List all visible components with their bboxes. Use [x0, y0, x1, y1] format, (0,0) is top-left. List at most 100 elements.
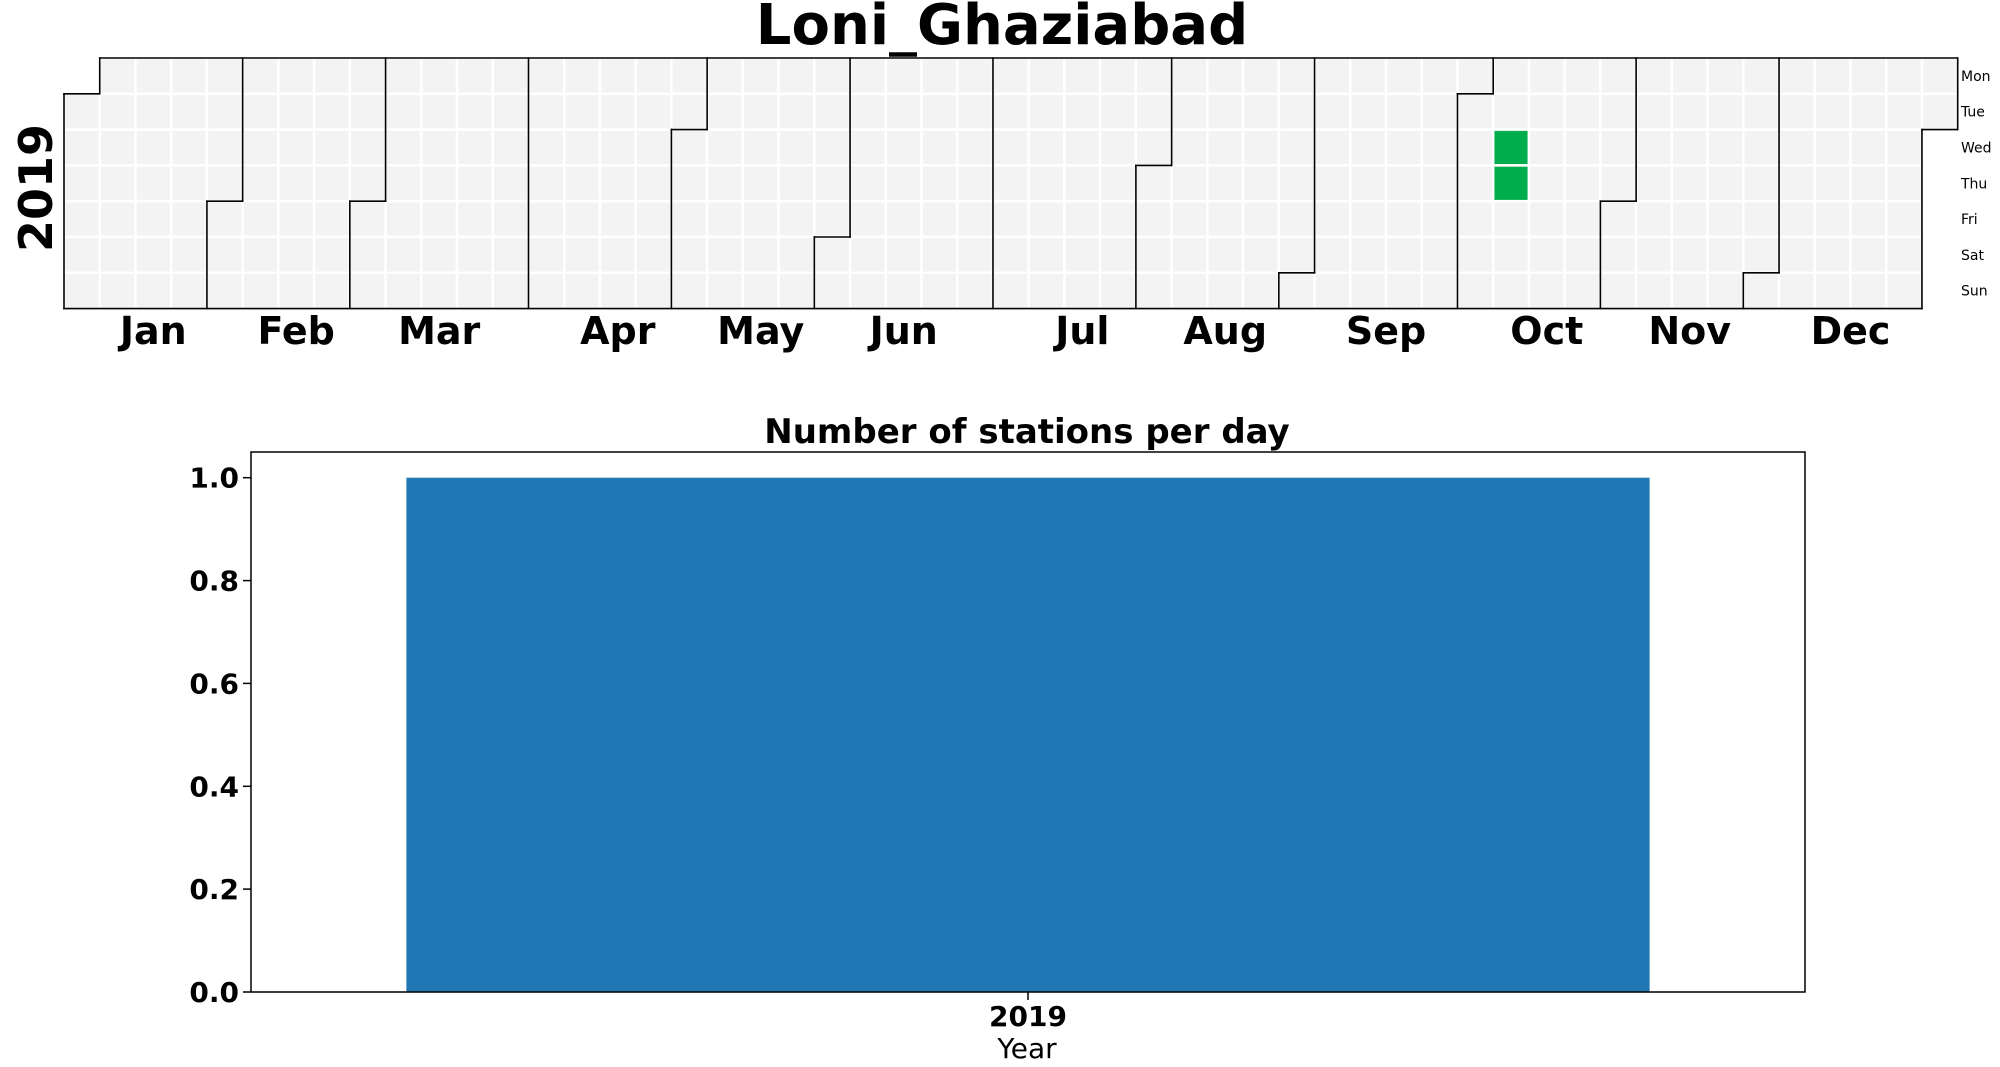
calendar-day-cell: [1063, 199, 1102, 239]
calendar-day-cell: [1599, 56, 1638, 96]
calendar-day-cell: [1813, 92, 1852, 131]
calendar-day-cell: [1063, 56, 1102, 96]
calendar-day-cell: [1777, 92, 1817, 131]
bar: [406, 477, 1650, 992]
calendar-day-cell: [1634, 199, 1674, 239]
calendar-day-cell: [1027, 199, 1066, 239]
calendar-day-cell: [1313, 235, 1352, 275]
calendar-day-cell: [813, 56, 852, 96]
calendar-day-cell: [1384, 92, 1423, 131]
calendar-day-cell: [312, 164, 352, 203]
calendar-day-cell: [1063, 128, 1102, 167]
calendar-day-cell: [1599, 128, 1638, 167]
calendar-day-cell: [1599, 92, 1638, 131]
calendar-day-cell: [1384, 271, 1423, 310]
calendar-day-cell: [1241, 164, 1281, 203]
calendar-day-cell: [98, 92, 137, 131]
calendar-day-cell: [241, 164, 280, 203]
calendar-day-cell: [1206, 56, 1245, 96]
calendar-day-cell: [1849, 235, 1888, 275]
calendar-day-cell: [384, 164, 423, 203]
calendar-day-cell: [705, 128, 745, 167]
calendar-day-cell: [1134, 235, 1173, 275]
calendar-day-cell: [848, 128, 888, 167]
calendar-day-cell: [598, 164, 637, 203]
calendar-day-cell: [1420, 164, 1459, 203]
calendar-day-cell: [991, 92, 1030, 131]
calendar-day-cell: [62, 92, 101, 131]
calendar-day-cell: [741, 128, 780, 167]
calendar-day-cell: [205, 128, 244, 167]
calendar-day-cell: [1313, 92, 1352, 131]
calendar-day-cell: [956, 56, 995, 96]
calendar-day-cell: [1063, 235, 1102, 275]
calendar-day-cell: [491, 199, 530, 239]
calendar-day-cell: [455, 199, 495, 239]
calendar-day-cell: [777, 128, 816, 167]
calendar-day-cell: [1706, 128, 1745, 167]
bar-chart-x-axis-label: Year: [996, 1032, 1057, 1065]
calendar-day-cell: [1134, 199, 1173, 239]
calendar-day-cell: [1277, 235, 1316, 275]
calendar-day-cell: [1670, 92, 1709, 131]
calendar-day-cell: [1170, 92, 1209, 131]
calendar-day-cell: [1277, 128, 1316, 167]
calendar-day-cell: [1098, 92, 1138, 131]
calendar-day-cell: [670, 164, 709, 203]
calendar-day-cell: [1849, 128, 1888, 167]
calendar-day-cell: [1349, 235, 1388, 275]
calendar-day-cell: [1098, 56, 1138, 96]
calendar-day-cell: [62, 235, 101, 275]
calendar-day-cell: [562, 164, 602, 203]
calendar-day-cell: [1241, 92, 1281, 131]
calendar-day-cell: [312, 128, 352, 167]
calendar-day-cell: [991, 235, 1030, 275]
calendar-day-cell: [1813, 128, 1852, 167]
calendar-day-cell: [241, 271, 280, 310]
calendar-day-cell: [1706, 56, 1745, 96]
bar-chart-marks: [406, 477, 1650, 992]
calendar-day-cell: [562, 128, 602, 167]
calendar-day-cell: [62, 199, 101, 239]
calendar-day-cell: [920, 164, 959, 203]
calendar-weekday-label: Sun: [1961, 284, 1988, 300]
calendar-day-cell: [1206, 271, 1245, 310]
calendar-day-cell: [634, 164, 673, 203]
calendar-day-cell: [920, 128, 959, 167]
calendar-day-cell: [1420, 92, 1459, 131]
calendar-day-cell: [205, 235, 244, 275]
calendar-day-cell: [1313, 56, 1352, 96]
calendar-day-cell: [1027, 271, 1066, 310]
calendar-day-cell: [991, 164, 1030, 203]
calendar-day-cell: [884, 235, 923, 275]
calendar-day-cell: [1777, 128, 1817, 167]
calendar-day-cell: [1241, 199, 1281, 239]
calendar-day-cell: [598, 235, 637, 275]
calendar-day-cell: [1170, 56, 1209, 96]
calendar-day-cell: [169, 271, 209, 310]
calendar-day-cell: [848, 199, 888, 239]
calendar-day-cell: [312, 235, 352, 275]
calendar-day-cell: [134, 92, 173, 131]
calendar-day-cell: [1920, 92, 1959, 131]
calendar-day-cell: [1134, 128, 1173, 167]
calendar-day-cell: [1134, 56, 1173, 96]
calendar-day-cell: [1884, 128, 1924, 167]
calendar-day-cell: [884, 271, 923, 310]
calendar-day-cell: [991, 56, 1030, 96]
calendar-day-cell: [1849, 164, 1888, 203]
calendar-day-cell: [134, 235, 173, 275]
calendar-day-cell: [1527, 164, 1566, 203]
calendar-day-cell: [62, 164, 101, 203]
calendar-day-cell: [134, 128, 173, 167]
calendar-day-cell: [741, 271, 780, 310]
calendar-day-cell: [348, 92, 387, 131]
calendar-day-cell: [241, 56, 280, 96]
calendar-month-label: Oct: [1510, 309, 1583, 353]
calendar-day-cell: [1420, 56, 1459, 96]
calendar-day-cell: [455, 92, 495, 131]
calendar-cells: [62, 56, 1959, 310]
calendar-day-cell: [1491, 92, 1531, 131]
calendar-day-cell: [169, 56, 209, 96]
